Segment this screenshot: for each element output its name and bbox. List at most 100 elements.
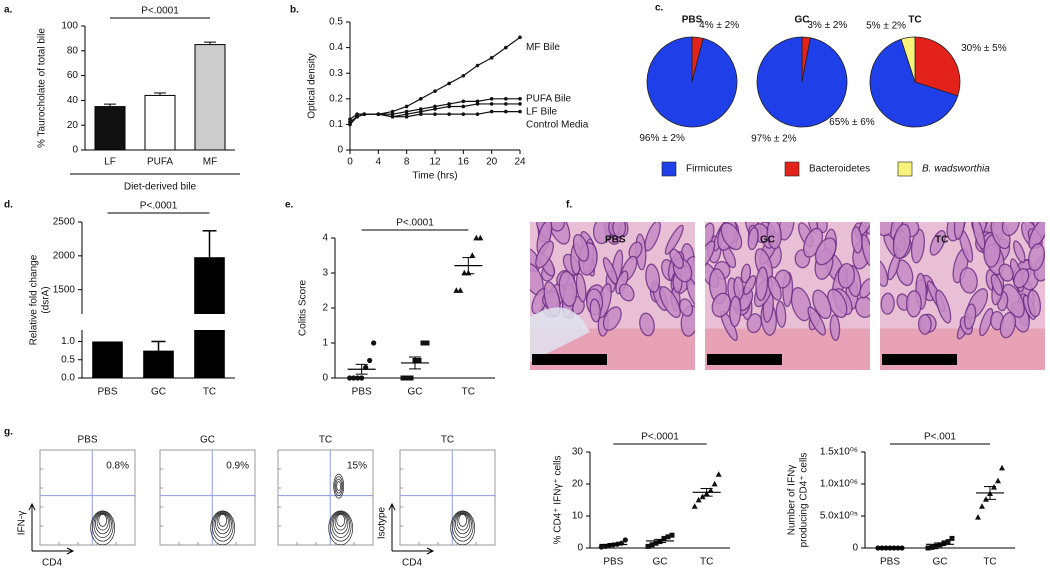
point	[400, 375, 406, 381]
y-tick-label: 30	[572, 447, 584, 458]
pie-title: TC	[908, 15, 921, 26]
crypt	[851, 226, 863, 254]
x-axis-label: Time (hrs)	[412, 171, 457, 182]
density-contour	[334, 476, 344, 496]
y-tick-label: 0	[337, 145, 343, 156]
x-tick-label: MF	[203, 157, 217, 168]
pie-slice	[756, 36, 848, 128]
crypt	[602, 257, 618, 285]
point	[390, 114, 395, 119]
point	[447, 104, 451, 109]
pie-title: PBS	[682, 15, 703, 26]
crypt	[1027, 243, 1045, 272]
y-tick-label: 2	[322, 303, 328, 314]
y-tick-label: 0.3	[329, 68, 343, 79]
point	[404, 375, 410, 381]
crypt	[740, 263, 752, 284]
y-tick-label: 0.5	[61, 354, 75, 365]
point	[691, 503, 698, 509]
y-tick-label: 100	[61, 21, 78, 32]
point	[715, 471, 722, 477]
point	[447, 112, 451, 116]
point	[355, 114, 359, 119]
x-tick-label: PBS	[603, 557, 623, 568]
crypt	[1013, 268, 1030, 289]
panel-label: b.	[290, 5, 299, 16]
plot-frame	[159, 449, 256, 546]
crypt	[602, 306, 622, 331]
density-contour	[333, 512, 349, 535]
density-contour	[455, 512, 471, 535]
point	[424, 340, 430, 346]
crypt	[892, 223, 911, 260]
density-contour	[90, 510, 116, 546]
point	[518, 102, 522, 106]
plot-title: TC	[441, 435, 454, 446]
point	[355, 112, 359, 116]
crypt	[790, 287, 812, 322]
panel-label: d.	[4, 200, 13, 211]
point	[447, 81, 451, 86]
y-tick-label: 20	[572, 479, 584, 490]
point	[461, 112, 466, 116]
crypt	[895, 259, 914, 287]
crypt	[778, 222, 795, 241]
y-tick-label: 20	[67, 120, 79, 131]
point	[975, 514, 981, 520]
crypt	[644, 222, 661, 252]
point	[504, 102, 508, 106]
y-axis-label: Isotype	[377, 506, 388, 539]
y-axis-label: Colitis Score	[298, 280, 309, 337]
y-tick-label: 0	[852, 543, 858, 554]
gate-percent: 0.9%	[226, 461, 249, 472]
scale-bar	[707, 354, 782, 365]
crypt	[929, 230, 946, 256]
crypt	[589, 298, 601, 323]
crypt	[814, 237, 837, 266]
x-tick-label: PBS	[97, 387, 117, 398]
point	[461, 104, 466, 109]
crypt	[963, 303, 977, 330]
point	[367, 357, 373, 364]
x-axis-label: Diet-derived bile	[124, 182, 197, 193]
crypt	[999, 311, 1017, 339]
point	[665, 534, 671, 540]
slice-label: 96% ± 2%	[639, 133, 685, 144]
point	[518, 109, 522, 114]
crypt	[720, 222, 743, 251]
point	[473, 234, 480, 241]
point	[404, 104, 409, 109]
x-tick-label: GC	[653, 557, 668, 568]
crypt	[639, 312, 655, 337]
point	[469, 252, 476, 258]
density-contour	[95, 512, 111, 535]
significance-label: P<.0001	[396, 218, 434, 229]
y-tick-label: 40	[67, 95, 79, 106]
point	[347, 375, 353, 381]
image-title: PBS	[605, 235, 626, 246]
point	[925, 545, 931, 551]
density-contour	[98, 514, 108, 527]
y-axis-label: IFN-γ	[17, 511, 28, 535]
series-label: LF Bile	[526, 106, 558, 117]
point	[475, 112, 480, 116]
legend-label: Bacteroidetes	[809, 164, 870, 175]
point	[362, 112, 366, 116]
point	[661, 535, 667, 541]
y-tick-label: 0	[322, 373, 328, 384]
y-tick-label: 1	[322, 338, 328, 349]
crypt	[729, 295, 742, 328]
bar	[92, 341, 123, 378]
legend-label: Firmicutes	[686, 164, 732, 175]
crypt	[767, 275, 782, 301]
x-tick-label: PBS	[352, 387, 372, 398]
y-tick-label: 80	[67, 45, 79, 56]
point	[433, 112, 437, 116]
scale-bar	[532, 354, 607, 365]
y-tick-label: 1.0x10⁰⁶	[820, 479, 858, 490]
y-tick-label: 0.5	[329, 17, 343, 28]
point	[645, 543, 651, 549]
panel-label: a.	[4, 5, 13, 16]
density-contour	[218, 514, 228, 527]
density-contour	[458, 514, 468, 527]
